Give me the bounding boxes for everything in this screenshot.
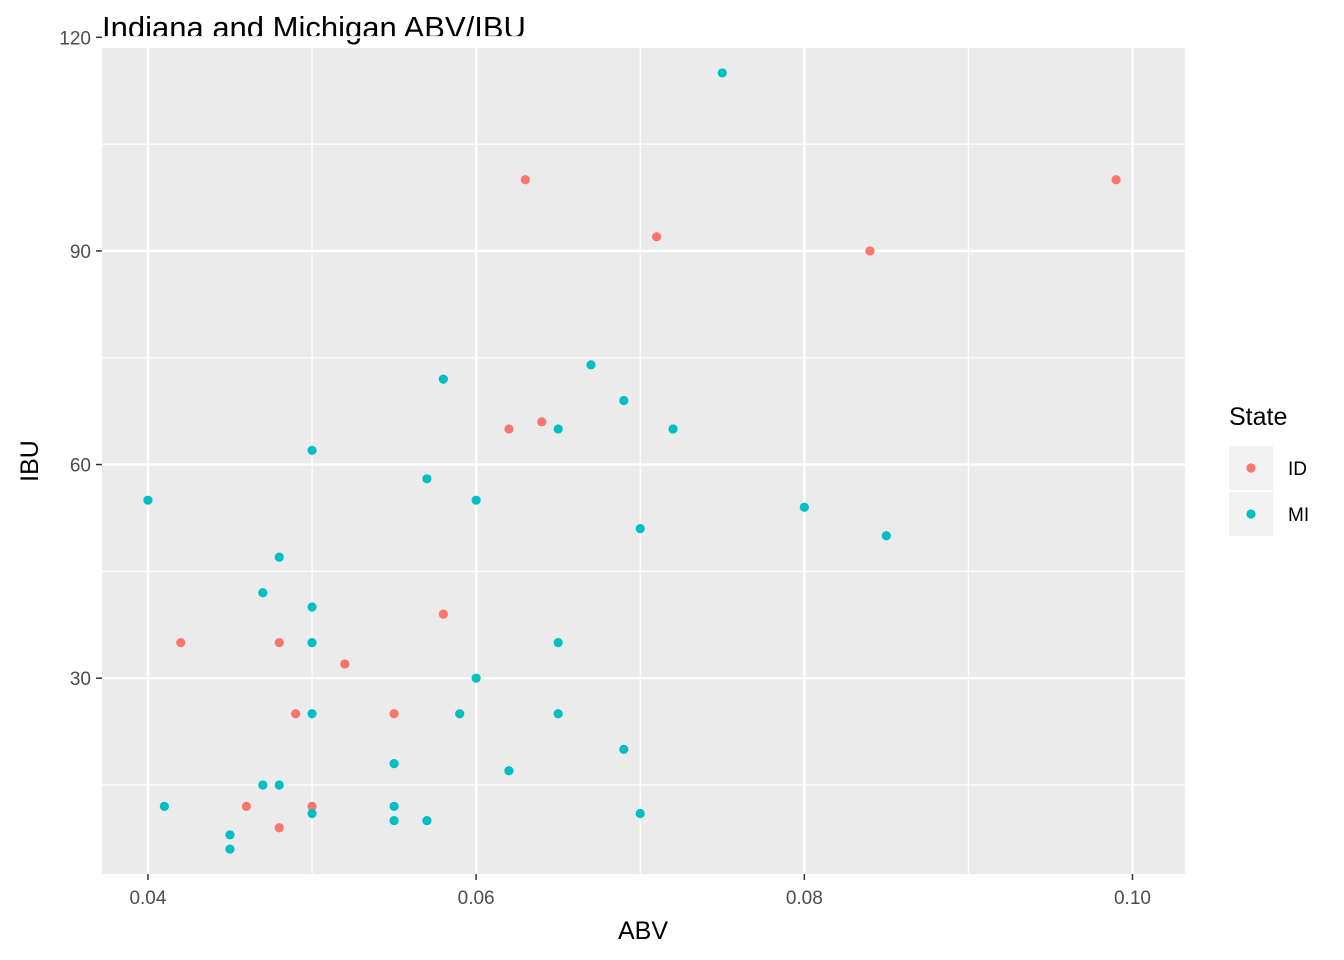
- data-point-mi: [389, 801, 399, 811]
- data-point-mi: [635, 808, 645, 819]
- data-point-mi: [471, 495, 481, 505]
- data-point-id: [274, 637, 284, 648]
- data-point-mi: [455, 709, 465, 719]
- data-point-mi: [225, 830, 235, 840]
- data-point-id: [291, 709, 301, 719]
- x-axis: 0.04 0.06 0.08 0.10: [129, 874, 1151, 909]
- x-tick-label: 0.10: [1114, 888, 1151, 909]
- data-point-mi: [389, 759, 399, 769]
- data-point-mi: [307, 808, 317, 819]
- chart-title: Indiana and Michigan ABV/IBU: [102, 10, 526, 45]
- data-point-id: [504, 424, 514, 434]
- y-tick-label: 120: [59, 28, 91, 49]
- x-tick-label: 0.08: [786, 888, 823, 909]
- data-point-mi: [619, 395, 629, 406]
- data-point-mi: [619, 744, 629, 754]
- legend-key-marker: [1246, 463, 1256, 473]
- data-point-mi: [881, 531, 891, 541]
- legend-label-id: ID: [1288, 459, 1307, 480]
- data-point-id: [1111, 175, 1121, 185]
- data-point-mi: [274, 552, 284, 562]
- data-point-mi: [553, 709, 563, 719]
- plot-panel: [102, 48, 1185, 874]
- data-point-mi: [635, 524, 645, 534]
- data-point-mi: [422, 815, 432, 826]
- data-point-mi: [307, 709, 317, 719]
- data-point-mi: [307, 602, 317, 612]
- data-point-id: [241, 801, 251, 811]
- y-axis: 30 60 90 120: [59, 28, 102, 690]
- major-gridlines: [102, 36, 1185, 874]
- data-point-id: [389, 709, 399, 719]
- data-point-mi: [274, 780, 284, 790]
- data-point-id: [520, 175, 530, 185]
- data-point-mi: [389, 815, 399, 826]
- data-point-mi: [717, 68, 727, 78]
- data-point-mi: [258, 780, 268, 790]
- data-point-mi: [668, 424, 678, 434]
- data-point-mi: [438, 374, 448, 384]
- x-tick-label: 0.04: [129, 888, 166, 909]
- legend-key-marker: [1246, 509, 1256, 519]
- data-point-id: [652, 232, 662, 242]
- data-point-id: [340, 659, 350, 669]
- data-point-id: [865, 246, 875, 256]
- data-point-mi: [307, 637, 317, 648]
- y-tick-label: 60: [70, 456, 91, 477]
- data-point-mi: [307, 445, 317, 455]
- data-point-mi: [159, 801, 169, 811]
- data-point-mi: [553, 424, 563, 434]
- data-point-mi: [586, 360, 596, 370]
- data-point-id: [537, 417, 547, 427]
- data-point-mi: [422, 474, 432, 484]
- legend-title: State: [1229, 403, 1287, 431]
- data-point-mi: [225, 844, 235, 854]
- data-point-mi: [553, 637, 563, 648]
- y-tick-label: 30: [70, 669, 91, 690]
- data-point-id: [438, 609, 448, 619]
- data-point-id: [176, 637, 186, 648]
- y-axis-title: IBU: [16, 440, 44, 482]
- y-tick-label: 90: [70, 242, 91, 263]
- data-point-id: [307, 801, 317, 811]
- data-points: [143, 68, 1121, 854]
- x-axis-title: ABV: [618, 917, 668, 945]
- data-point-mi: [471, 673, 481, 683]
- data-point-mi: [143, 495, 153, 505]
- data-point-mi: [799, 502, 809, 512]
- data-point-id: [274, 823, 284, 833]
- legend: State ID MI: [1229, 403, 1309, 536]
- data-point-mi: [504, 766, 514, 776]
- data-point-mi: [258, 588, 268, 598]
- legend-label-mi: MI: [1288, 505, 1309, 526]
- x-tick-label: 0.06: [458, 888, 495, 909]
